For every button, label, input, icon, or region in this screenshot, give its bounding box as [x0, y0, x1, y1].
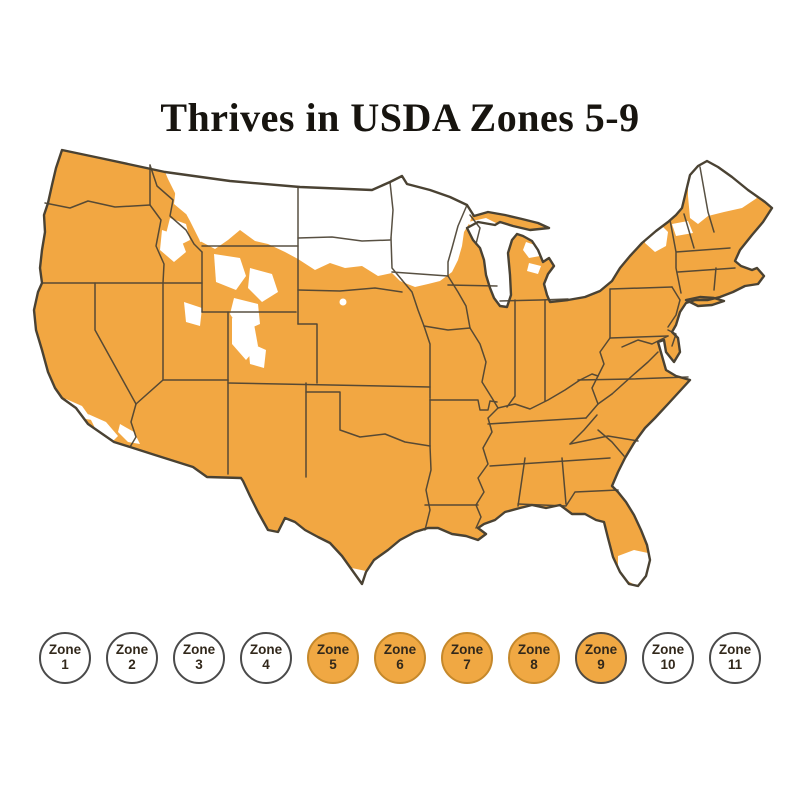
- excluded-upper-michigan-patch: [501, 224, 517, 234]
- excluded-montana-patch: [197, 224, 212, 242]
- legend-zone-9: Zone 9: [575, 632, 627, 684]
- legend-zone-number: 7: [463, 657, 471, 672]
- excluded-adirondacks-patch: [645, 224, 668, 252]
- excluded-wyoming-patch: [248, 268, 278, 302]
- excluded-south-florida: [618, 550, 650, 586]
- excluded-wyoming-patch: [214, 254, 246, 290]
- legend-zone-4: Zone 4: [240, 632, 292, 684]
- us-coastline: [32, 148, 774, 588]
- legend-zone-label: Zone: [249, 642, 283, 658]
- legend-zone-number: 5: [329, 657, 337, 672]
- legend-zone-6: Zone 6: [374, 632, 426, 684]
- excluded-california-coast-patch: [88, 414, 118, 442]
- legend-zone-label: Zone: [718, 642, 752, 658]
- legend-zone-number: 3: [195, 657, 203, 672]
- excluded-northern-band: [163, 167, 473, 287]
- legend-zone-label: Zone: [450, 642, 484, 658]
- page-title: Thrives in USDA Zones 5-9: [160, 95, 640, 140]
- excluded-lower-michigan-patch: [527, 263, 541, 274]
- excluded-nebraska-dot: [339, 298, 347, 306]
- legend-zone-3: Zone 3: [173, 632, 225, 684]
- legend-zone-label: Zone: [115, 642, 149, 658]
- legend-zone-11: Zone 11: [709, 632, 761, 684]
- legend-zone-number: 9: [597, 657, 605, 672]
- legend-zone-2: Zone 2: [106, 632, 158, 684]
- map-outline: [32, 148, 774, 588]
- legend-zone-label: Zone: [182, 642, 216, 658]
- excluded-colorado-patch: [248, 342, 266, 368]
- legend-zone-label: Zone: [584, 642, 618, 658]
- legend-zone-1: Zone 1: [39, 632, 91, 684]
- legend-zone-number: 2: [128, 657, 136, 672]
- legend-zone-label: Zone: [651, 642, 685, 658]
- excluded-maine-north: [688, 161, 757, 224]
- legend: Zone 1 Zone 2 Zone 3 Zone 4 Zone 5 Zone 6 Zone 7 Zone 8…: [0, 632, 800, 684]
- legend-zone-number: 1: [61, 657, 69, 672]
- legend-zone-label: Zone: [383, 642, 417, 658]
- legend-zone-label: Zone: [517, 642, 551, 658]
- legend-zone-number: 10: [660, 657, 676, 672]
- excluded-montana-patch: [174, 186, 196, 214]
- long-island-outline: [684, 295, 726, 308]
- legend-zone-8: Zone 8: [508, 632, 560, 684]
- legend-zone-label: Zone: [316, 642, 350, 658]
- legend-zone-7: Zone 7: [441, 632, 493, 684]
- legend-zone-10: Zone 10: [642, 632, 694, 684]
- excluded-idaho-patch: [160, 230, 186, 262]
- legend-zone-number: 8: [530, 657, 538, 672]
- excluded-utah-patch: [184, 302, 202, 326]
- legend-zone-number: 11: [727, 657, 743, 672]
- map-state-borders: [41, 164, 736, 531]
- legend-zone-number: 4: [262, 657, 270, 672]
- legend-zone-5: Zone 5: [307, 632, 359, 684]
- legend-zone-label: Zone: [48, 642, 82, 658]
- legend-zone-number: 6: [396, 657, 404, 672]
- map-excluded-regions: [66, 161, 757, 586]
